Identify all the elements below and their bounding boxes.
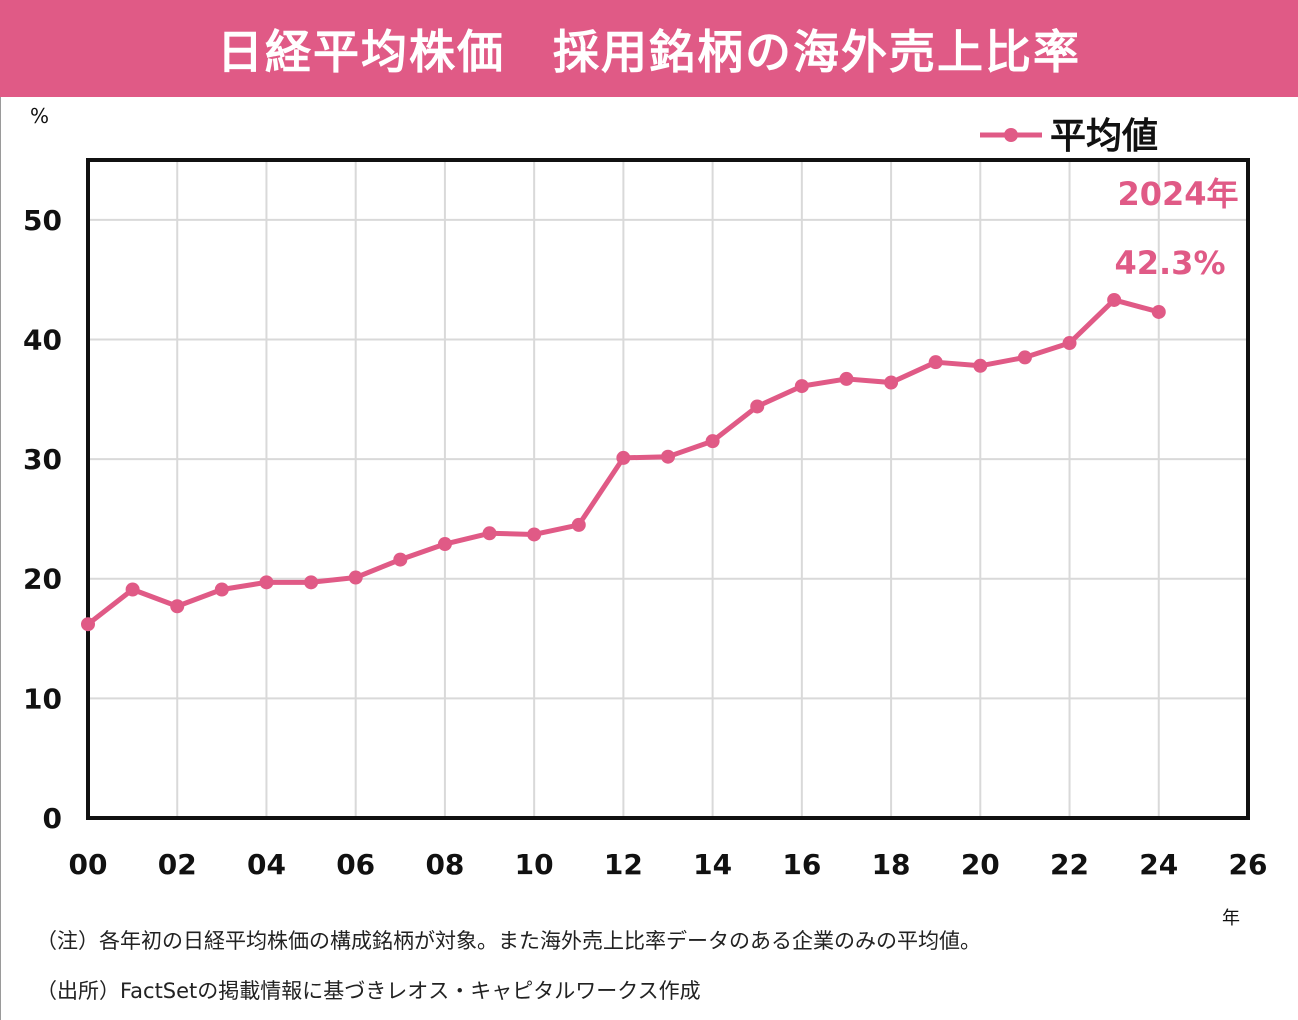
data-point [794,379,809,394]
x-axis-unit: 年 [1222,908,1240,929]
series-average [81,292,1166,632]
callout-year-label: 2024年 [1117,175,1238,213]
page-border [0,97,1,1020]
y-tick-label: 30 [23,443,62,476]
x-tick-label: 02 [158,848,197,881]
data-point [1017,350,1032,365]
data-point [81,617,95,632]
x-tick-label: 16 [782,848,821,881]
data-point [482,526,497,541]
data-point [393,552,408,567]
footnote-source: （出所）FactSetの掲載情報に基づきレオス・キャピタルワークス作成 [36,979,701,1003]
x-tick-label: 24 [1139,848,1178,881]
x-tick-label: 22 [1050,848,1089,881]
data-point [125,582,140,597]
y-tick-label: 10 [23,682,62,715]
y-axis-unit: % [30,104,50,128]
x-tick-label: 18 [872,848,911,881]
data-point [928,355,943,370]
data-point [1107,292,1122,307]
legend: 平均値 [980,116,1158,157]
plot-area-frame [86,158,1250,820]
data-point [705,434,720,449]
data-point [437,537,452,552]
y-tick-label: 0 [43,802,62,835]
data-point [973,358,988,373]
data-point [170,599,185,614]
legend-label-average: 平均値 [1050,116,1158,157]
data-point [304,575,319,590]
x-tick-label: 20 [961,848,1000,881]
x-tick-label: 10 [515,848,554,881]
x-tick-label: 26 [1229,848,1268,881]
line-chart: 00 02 04 06 08 10 12 14 16 18 20 22 24 2601020304050 … [23,116,1267,881]
y-tick-label: 40 [23,323,62,356]
data-point [884,375,899,390]
footnote-note: （注）各年初の日経平均株価の構成銘柄が対象。また海外売上比率データのある企業のみ… [36,929,981,953]
x-tick-label: 12 [604,848,643,881]
y-tick-label: 20 [23,563,62,596]
data-point [750,399,765,414]
callout-value-label: 42.3% [1114,244,1225,282]
x-tick-label: 06 [336,848,375,881]
data-point [616,450,631,465]
x-tick-label: 14 [693,848,732,881]
legend-dot-marker [1004,128,1018,142]
tick-labels: 00 02 04 06 08 10 12 14 16 18 20 22 24 26 0 10 20 30 40 50 [23,204,1267,881]
data-point [527,527,542,542]
x-tick-label: 00 [69,848,108,881]
grid-lines [87,160,1249,819]
data-point [348,570,363,585]
data-point [571,517,586,532]
x-tick-label: 08 [425,848,464,881]
data-point [661,449,675,464]
data-point [839,371,854,386]
data-point [259,575,274,590]
x-tick-label: 04 [247,848,286,881]
data-point [214,582,229,597]
chart-title: 日経平均株価 採用銘柄の海外売上比率 [0,0,1298,97]
y-tick-label: 50 [23,204,62,237]
data-point [1062,336,1077,351]
data-point [1151,304,1166,319]
